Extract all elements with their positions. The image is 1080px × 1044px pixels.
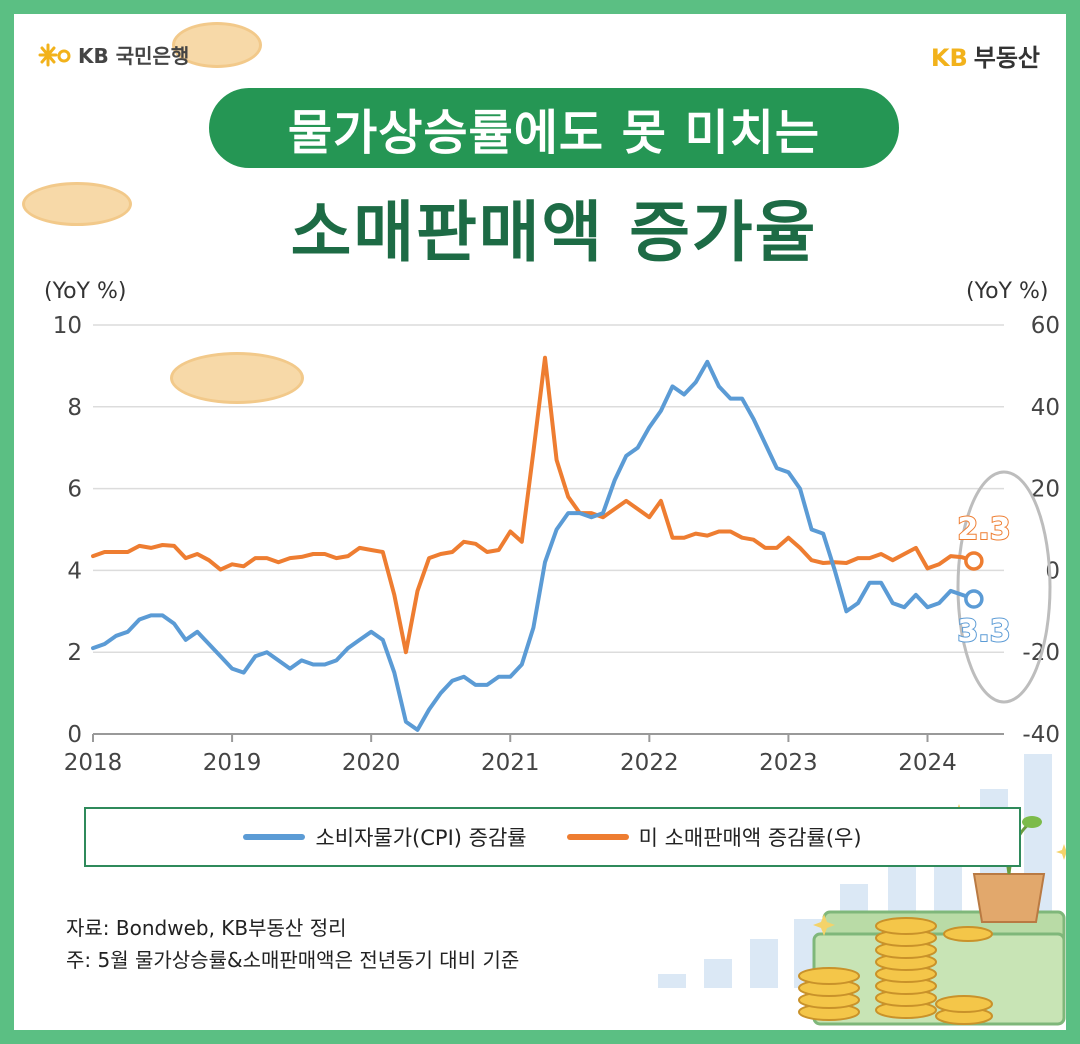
- chart-legend: 소비자물가(CPI) 증감률 미 소매판매액 증감률(우): [84, 807, 1021, 867]
- left-tick-label: 8: [67, 395, 82, 421]
- legend-item-cpi: 소비자물가(CPI) 증감률: [243, 822, 527, 852]
- right-tick-label: -40: [1022, 722, 1060, 748]
- title-line1: 물가상승률에도 못 미치는: [287, 105, 821, 161]
- coin-decoration: [172, 22, 262, 68]
- left-tick-label: 2: [67, 640, 82, 666]
- left-tick-label: 4: [67, 558, 82, 584]
- legend-label-retail: 미 소매판매액 증감률(우): [638, 826, 862, 850]
- x-axis: 2018 2019 2020 2021 2022 2023 2024: [64, 734, 957, 776]
- bank-logo: KB 국민은행: [38, 40, 189, 69]
- legend-item-retail: 미 소매판매액 증감률(우): [566, 822, 862, 852]
- left-axis-unit: (YoY %): [44, 279, 126, 304]
- x-tick-label: 2023: [759, 750, 818, 776]
- end-label-retail: 2.3: [957, 512, 1010, 547]
- right-tick-label: 60: [1031, 313, 1060, 339]
- end-label-cpi: 3.3: [957, 614, 1010, 649]
- x-tick-label: 2019: [203, 750, 262, 776]
- series-layer: 2.3 3.3: [91, 355, 1012, 732]
- x-tick-label: 2024: [898, 750, 957, 776]
- end-marker-cpi: [964, 589, 984, 609]
- right-tick-label: 20: [1031, 477, 1060, 503]
- left-tick-label: 0: [67, 722, 82, 748]
- bank-name: KB 국민은행: [78, 44, 190, 68]
- source-text: 자료: Bondweb, KB부동산 정리: [66, 916, 347, 940]
- x-tick-label: 2018: [64, 750, 123, 776]
- brand-logo: KB 부동산: [931, 38, 1040, 73]
- x-tick-label: 2022: [620, 750, 679, 776]
- coin-decoration: [170, 352, 304, 404]
- brand-name: 부동산: [973, 44, 1040, 72]
- kb-star-icon: [38, 43, 71, 66]
- series-line-cpi: [91, 359, 976, 732]
- end-marker-retail: [964, 551, 984, 571]
- left-tick-label: 6: [67, 477, 82, 503]
- x-tick-label: 2021: [481, 750, 540, 776]
- footnote-text: 주: 5월 물가상승률&소매판매액은 전년동기 대비 기준: [66, 948, 520, 972]
- title-banner: 물가상승률에도 못 미치는: [209, 88, 899, 168]
- brand-prefix: KB: [930, 44, 968, 72]
- page-title: 소매판매액 증가율: [290, 194, 818, 271]
- left-axis: 0 2 4 6 8 10: [53, 313, 82, 748]
- left-tick-label: 10: [53, 313, 82, 339]
- coin-decoration: [22, 182, 132, 226]
- money-stack-illustration: [658, 754, 1066, 1026]
- chart-grid: [93, 324, 1004, 735]
- right-axis-unit: (YoY %): [966, 279, 1048, 304]
- highlight-ellipse: [956, 470, 1052, 704]
- series-line-retail: [91, 355, 976, 655]
- legend-swatch-cpi: [243, 834, 306, 840]
- legend-label-cpi: 소비자물가(CPI) 증감률: [315, 826, 527, 850]
- right-tick-label: 40: [1031, 395, 1060, 421]
- x-tick-label: 2020: [342, 750, 401, 776]
- source-notes: 자료: Bondweb, KB부동산 정리 주: 5월 물가상승률&소매판매액은…: [66, 912, 519, 976]
- legend-swatch-retail: [566, 834, 629, 840]
